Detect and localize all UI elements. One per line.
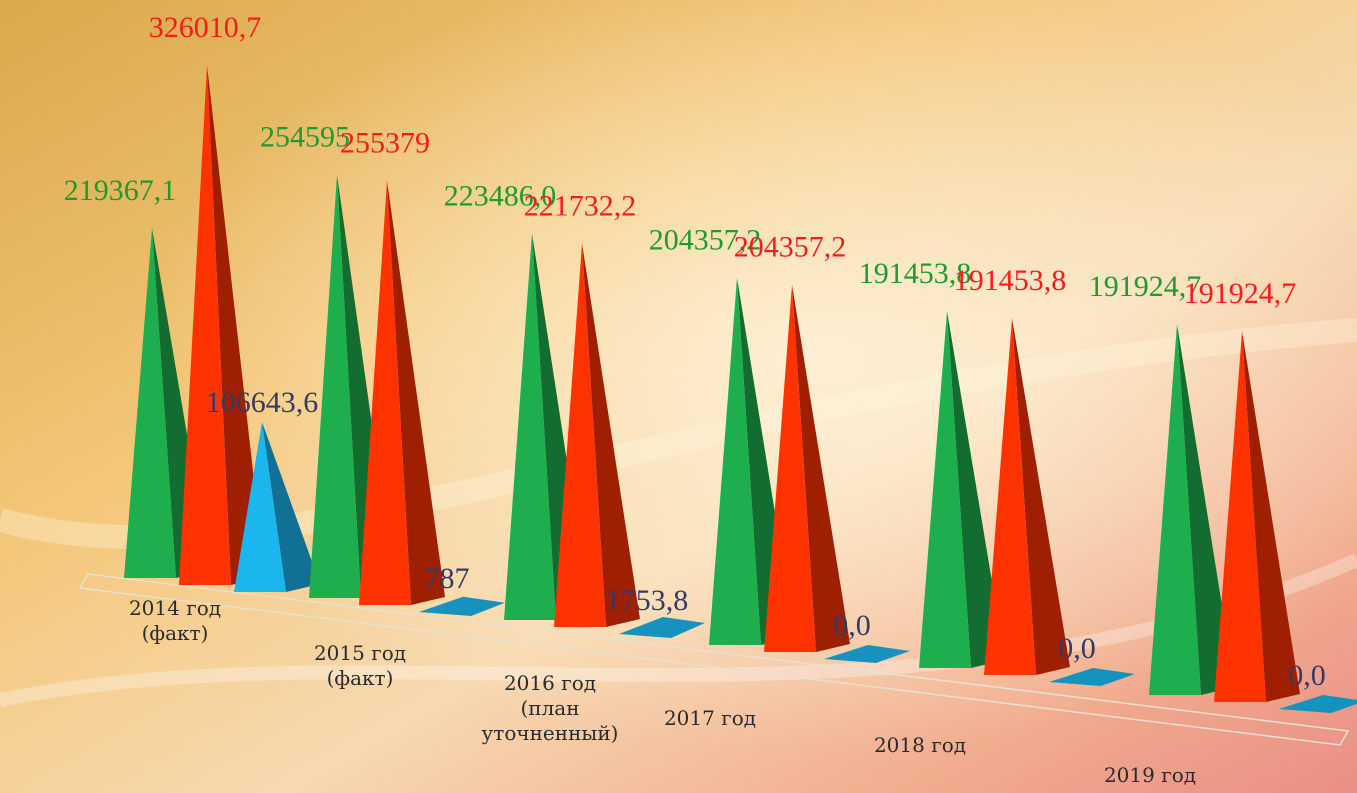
pyramid-front — [709, 277, 761, 645]
pyramid-side — [207, 65, 265, 585]
pyramid-side — [1242, 331, 1300, 702]
pyramid-front — [764, 284, 816, 652]
value-label: 191453,8 — [954, 264, 1067, 297]
value-label: 787 — [425, 562, 470, 595]
value-label: 191453,8 — [859, 257, 972, 290]
pyramid — [984, 317, 1070, 675]
pyramid-base — [619, 616, 705, 638]
x-tick-label: 2016 год — [504, 671, 596, 695]
pyramid-base — [1049, 668, 1135, 686]
pyramid-side — [1012, 317, 1070, 675]
pyramid-front — [179, 65, 231, 585]
x-tick-label: (факт) — [142, 621, 209, 645]
pyramid-front — [309, 174, 361, 599]
pyramid — [824, 645, 910, 663]
pyramid — [1149, 324, 1235, 695]
value-label: 1753,8 — [606, 584, 689, 617]
value-label: 221732,2 — [524, 189, 637, 222]
plot — [124, 65, 1357, 713]
pyramid-front — [919, 310, 971, 668]
value-label: 326010,7 — [149, 11, 262, 44]
pyramid-front — [1214, 331, 1266, 702]
value-label: 223486,0 — [444, 179, 557, 212]
pyramid-base — [419, 596, 505, 616]
x-tick-label: 2014 год — [129, 596, 221, 620]
value-label: 0,0 — [833, 609, 871, 642]
x-tick-label: (план — [520, 696, 579, 720]
pyramid-side — [1177, 324, 1235, 695]
pyramid-front — [984, 317, 1036, 675]
x-tick-label: 2015 год — [314, 641, 406, 665]
value-label: 0,0 — [1288, 659, 1326, 692]
pyramid-front — [504, 233, 556, 620]
pyramid-base — [1279, 695, 1357, 713]
value-label: 106643,6 — [206, 386, 319, 419]
pyramid — [919, 310, 1005, 668]
x-tick-label: 2017 год — [664, 706, 756, 730]
value-label: 255379 — [340, 126, 430, 159]
value-label: 219367,1 — [64, 174, 177, 207]
pyramid — [764, 284, 850, 652]
pyramid-base — [824, 645, 910, 663]
pyramid-side — [792, 284, 850, 652]
pyramid — [234, 421, 320, 592]
pyramid-front — [554, 243, 606, 627]
pyramid — [1049, 668, 1135, 686]
value-label: 204357,2 — [649, 224, 762, 257]
value-label: 204357,2 — [734, 231, 847, 264]
pyramid-front — [124, 228, 176, 578]
pyramid — [419, 596, 505, 616]
x-tick-label: уточненный) — [482, 721, 619, 745]
x-tick-label: 2018 год — [874, 733, 966, 757]
pyramid-front — [1149, 324, 1201, 695]
value-label: 0,0 — [1058, 632, 1096, 665]
pyramid — [1279, 695, 1357, 713]
x-tick-label: 2019 год — [1104, 763, 1196, 787]
pyramid — [359, 180, 445, 605]
value-label: 191924,7 — [1184, 277, 1297, 310]
pyramid-side — [262, 421, 320, 592]
background-swoosh — [0, 553, 1357, 707]
pyramid-front — [359, 180, 411, 605]
pyramid-side — [582, 243, 640, 627]
value-label: 191924,7 — [1089, 270, 1202, 303]
x-tick-label: (факт) — [327, 666, 394, 690]
value-label: 254595 — [260, 121, 350, 154]
pyramid — [554, 243, 640, 627]
pyramid — [619, 616, 705, 638]
pyramid — [1214, 331, 1300, 702]
floor — [78, 573, 1350, 746]
pyramid — [179, 65, 265, 585]
pyramid-front — [234, 421, 286, 592]
pyramid-side — [387, 180, 445, 605]
pyramid-side — [947, 310, 1005, 668]
